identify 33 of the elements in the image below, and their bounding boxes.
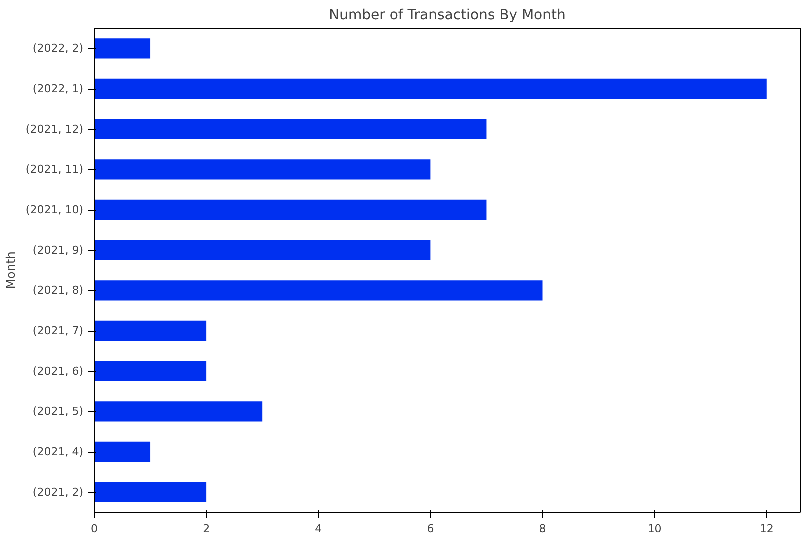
y-tick-label: (2021, 7): [32, 324, 84, 338]
y-tick-label: (2021, 4): [32, 446, 84, 458]
y-tick-label: (2021, 2): [32, 486, 84, 499]
y-tick-label: (2021, 10): [26, 204, 84, 216]
bar: [94, 482, 207, 502]
chart-title: Number of Transactions By Month: [329, 8, 566, 24]
bar: [94, 240, 431, 260]
y-tick-label: (2021, 8): [32, 284, 84, 298]
bar: [94, 119, 487, 140]
bar: [94, 320, 207, 342]
y-tick-label: (2022, 1): [32, 82, 84, 96]
x-tick-label: 8: [539, 522, 546, 536]
bar: [94, 280, 543, 301]
bar: [94, 361, 207, 382]
bar: [94, 442, 151, 462]
bar: [94, 402, 263, 422]
y-tick-label: (2022, 2): [32, 42, 84, 56]
y-tick-label: (2021, 11): [26, 163, 84, 176]
bar: [94, 200, 487, 220]
y-tick-label: (2021, 5): [32, 405, 84, 418]
x-tick-label: 4: [315, 522, 322, 536]
x-tick-label: 0: [91, 522, 98, 536]
bar: [94, 160, 431, 180]
y-tick-label: (2021, 9): [32, 244, 84, 257]
y-tick-label: (2021, 12): [26, 122, 84, 136]
x-tick-label: 10: [648, 522, 662, 536]
y-tick-label: (2021, 6): [32, 364, 84, 378]
y-axis-title: Month: [4, 252, 18, 290]
x-tick-label: 6: [427, 522, 434, 536]
x-tick-label: 2: [203, 522, 210, 536]
x-tick-label: 12: [760, 522, 774, 536]
bar: [94, 78, 767, 100]
bar: [94, 38, 151, 59]
